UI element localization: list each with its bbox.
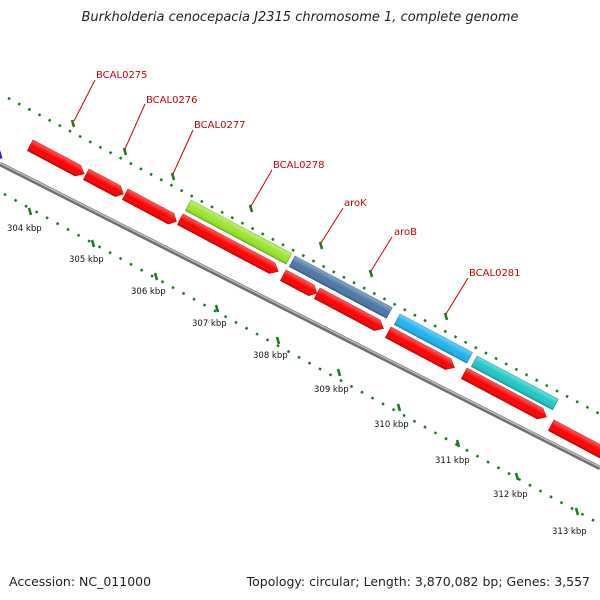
inner-tick [90, 239, 96, 248]
gene-label-bcal0277[interactable]: BCAL0277 [194, 120, 246, 131]
inner-ring-ticks [27, 207, 580, 516]
inner-tick [514, 472, 520, 481]
gene-label-arok[interactable]: aroK [344, 198, 367, 209]
map-title: Burkholderia cenocepacia J2315 chromosom… [81, 10, 519, 25]
top-strand-genes [26, 139, 559, 411]
outer-tick [318, 241, 324, 250]
gene-arrow-left-edge[interactable] [0, 150, 5, 163]
tick-label-9: 313 kbp [552, 527, 587, 537]
inner-tick [275, 336, 281, 345]
leader-bcal0281 [445, 277, 469, 315]
gene-shade [122, 189, 177, 225]
outer-ring-dots [7, 96, 600, 416]
gene-shade [394, 314, 473, 364]
gene-labels: BCAL0275 BCAL0276 BCAL0277 BCAL0278 aroK… [96, 70, 521, 279]
tick-label-6: 310 kbp [374, 420, 409, 430]
gene-label-arob[interactable]: aroB [394, 227, 417, 238]
inner-tick [214, 304, 220, 313]
leader-arok [320, 207, 344, 244]
gene-shade [280, 270, 317, 296]
tick-label-5: 309 kbp [314, 385, 349, 395]
leader-bcal0277 [172, 129, 194, 175]
outer-ring-ticks [70, 119, 449, 321]
gene-shade [471, 356, 559, 410]
outer-dotted-ring [7, 96, 600, 416]
outer-tick [248, 204, 254, 213]
inner-tick [574, 507, 580, 516]
genome-backbone [0, 161, 600, 471]
gene-shade [185, 200, 292, 265]
gene-shade [289, 256, 393, 319]
gene-label-bcal0278[interactable]: BCAL0278 [273, 160, 325, 171]
inner-tick [336, 368, 342, 377]
outer-tick [368, 269, 374, 278]
tick-label-2: 306 kbp [131, 287, 166, 297]
tick-label-1: 305 kbp [69, 255, 104, 265]
accession-text: Accession: NC_011000 [9, 574, 152, 589]
inner-dotted-ring [3, 192, 600, 526]
gene-shade [177, 214, 279, 274]
gene-shade [461, 368, 547, 419]
leader-bcal0278 [250, 169, 273, 207]
gene-shade [314, 288, 384, 331]
inner-tick [153, 272, 159, 281]
outer-tick [70, 119, 76, 128]
tick-label-3: 307 kbp [192, 319, 227, 329]
outer-tick [170, 172, 176, 181]
outer-tick [443, 312, 449, 321]
gene-shade [27, 140, 85, 176]
tick-label-4: 308 kbp [253, 351, 288, 361]
gene-label-bcal0281[interactable]: BCAL0281 [469, 268, 521, 279]
leader-bcal0275 [73, 79, 96, 122]
backbone-highlight [0, 162, 600, 468]
tick-label-8: 312 kbp [493, 490, 528, 500]
gene-leader-lines [73, 79, 469, 315]
inner-tick [455, 439, 461, 448]
tick-label-0: 304 kbp [7, 224, 42, 234]
leader-bcal0276 [124, 103, 146, 150]
outer-tick [122, 147, 128, 156]
backbone-line [0, 161, 600, 471]
tick-label-7: 311 kbp [435, 456, 470, 466]
tick-labels: 304 kbp 305 kbp 306 kbp 307 kbp 308 kbp … [7, 224, 587, 537]
lower-strand-genes [0, 150, 600, 460]
inner-tick [27, 207, 33, 216]
gene-shade [548, 420, 600, 459]
gene-label-bcal0275[interactable]: BCAL0275 [96, 70, 148, 81]
inner-tick [396, 403, 402, 412]
genome-summary-text: Topology: circular; Length: 3,870,082 bp… [246, 574, 590, 589]
leader-arob [370, 236, 393, 272]
gene-shade [385, 327, 455, 370]
gene-label-bcal0276[interactable]: BCAL0276 [146, 95, 198, 106]
gene-shade [83, 169, 124, 197]
